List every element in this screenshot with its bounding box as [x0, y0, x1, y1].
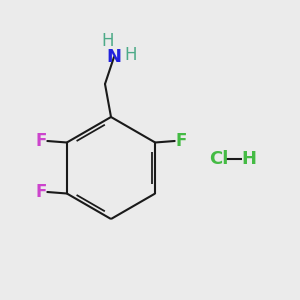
- Text: H: H: [101, 32, 114, 50]
- Text: N: N: [106, 48, 122, 66]
- Text: H: H: [124, 46, 137, 64]
- Text: F: F: [176, 132, 187, 150]
- Text: H: H: [242, 150, 256, 168]
- Text: F: F: [35, 183, 46, 201]
- Text: Cl: Cl: [209, 150, 229, 168]
- Text: F: F: [35, 132, 46, 150]
